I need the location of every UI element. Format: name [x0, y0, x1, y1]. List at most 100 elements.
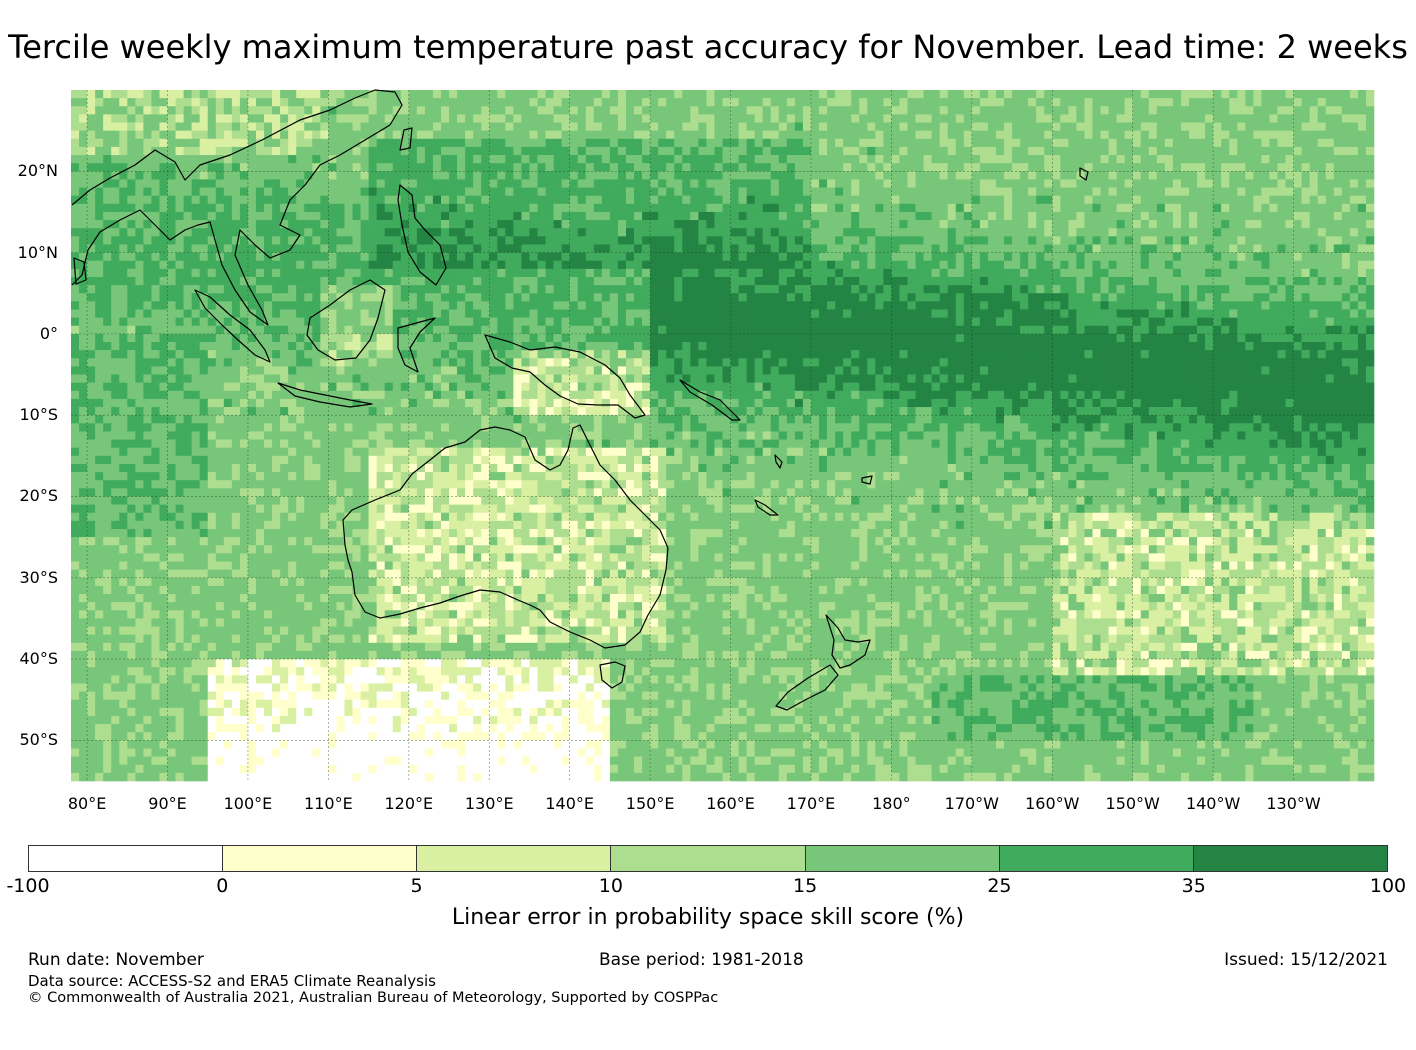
skill-cell — [159, 203, 168, 213]
skill-cell — [947, 220, 957, 229]
skill-cell — [979, 171, 989, 180]
skill-cell — [577, 146, 587, 156]
skill-cell — [1100, 228, 1109, 237]
skill-cell — [1213, 309, 1222, 318]
skill-cell — [304, 171, 313, 180]
skill-cell — [521, 228, 530, 237]
skill-cell — [778, 98, 788, 107]
skill-cell — [1237, 211, 1246, 221]
skill-cell — [111, 187, 120, 196]
skill-cell — [175, 252, 184, 262]
skill-cell — [979, 293, 989, 302]
skill-cell — [778, 244, 788, 253]
skill-cell — [1164, 203, 1174, 213]
skill-cell — [1012, 317, 1021, 327]
skill-cell — [609, 317, 619, 327]
skill-cell — [714, 114, 723, 123]
skill-cell — [376, 236, 385, 245]
skill-cell — [875, 106, 884, 115]
skill-cell — [272, 179, 281, 188]
skill-cell — [1100, 309, 1109, 318]
skill-cell — [1237, 155, 1246, 164]
skill-cell — [465, 179, 474, 188]
skill-cell — [1357, 114, 1367, 123]
skill-cell — [1205, 309, 1214, 318]
skill-cell — [103, 122, 112, 131]
skill-cell — [674, 236, 683, 245]
skill-cell — [625, 138, 635, 148]
skill-cell — [119, 114, 128, 123]
skill-cell — [698, 236, 707, 245]
skill-cell — [1108, 309, 1117, 318]
skill-cell — [923, 309, 932, 318]
skill-cell — [79, 203, 88, 213]
skill-cell — [1132, 236, 1142, 245]
skill-cell — [770, 163, 780, 172]
skill-cell — [505, 130, 514, 140]
skill-cell — [384, 138, 394, 148]
skill-cell — [392, 325, 402, 335]
skill-cell — [778, 211, 788, 221]
skill-cell — [762, 106, 772, 115]
skill-cell — [1140, 317, 1150, 327]
skill-cell — [947, 317, 957, 327]
skill-cell — [1052, 106, 1061, 115]
skill-cell — [810, 187, 820, 196]
skill-cell — [730, 309, 739, 318]
skill-cell — [762, 114, 772, 123]
skill-cell — [1108, 211, 1117, 221]
skill-cell — [658, 228, 667, 237]
skill-cell — [851, 155, 860, 164]
skill-cell — [247, 325, 257, 335]
skill-cell — [440, 252, 450, 262]
skill-cell — [867, 220, 876, 229]
skill-cell — [513, 260, 522, 270]
skill-cell — [1261, 309, 1270, 318]
skill-cell — [1004, 333, 1013, 343]
skill-cell — [617, 228, 627, 237]
skill-cell — [1325, 309, 1335, 318]
skill-cell — [103, 252, 112, 262]
skill-cell — [1020, 268, 1029, 278]
skill-cell — [634, 122, 643, 131]
skill-cell — [1325, 171, 1335, 180]
skill-cell — [1325, 163, 1335, 172]
skill-cell — [1108, 187, 1117, 196]
skill-cell — [392, 220, 402, 229]
skill-cell — [786, 171, 796, 180]
skill-cell — [891, 98, 900, 107]
skill-cell — [231, 90, 241, 99]
skill-cell — [255, 244, 265, 253]
skill-cell — [1261, 195, 1270, 205]
skill-cell — [465, 211, 474, 221]
skill-cell — [432, 163, 442, 172]
skill-cell — [875, 195, 884, 205]
skill-cell — [617, 146, 627, 156]
skill-cell — [473, 276, 482, 286]
skill-cell — [312, 268, 321, 278]
skill-cell — [320, 309, 329, 318]
skill-cell — [1285, 179, 1294, 188]
skill-cell — [1164, 268, 1174, 278]
skill-cell — [71, 228, 80, 237]
skill-cell — [730, 122, 739, 131]
skill-cell — [642, 114, 651, 123]
skill-cell — [585, 155, 595, 164]
skill-cell — [1092, 155, 1101, 164]
skill-cell — [843, 228, 852, 237]
skill-cell — [1052, 171, 1061, 180]
skill-cell — [931, 333, 940, 343]
skill-cell — [1261, 211, 1270, 221]
skill-cell — [1180, 309, 1190, 318]
skill-cell — [159, 244, 168, 253]
skill-cell — [1245, 138, 1254, 148]
skill-cell — [497, 276, 506, 286]
skill-cell — [794, 333, 804, 343]
skill-cell — [1333, 309, 1343, 318]
skill-cell — [489, 276, 498, 286]
skill-cell — [465, 106, 474, 115]
skill-cell — [288, 203, 297, 213]
skill-cell — [103, 187, 112, 196]
skill-cell — [1100, 98, 1109, 107]
skill-cell — [883, 285, 892, 294]
